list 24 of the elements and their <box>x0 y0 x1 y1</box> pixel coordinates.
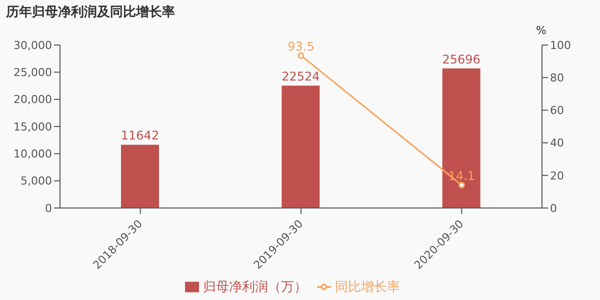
data-label: 25696 <box>442 52 480 66</box>
data-label: 22524 <box>282 70 320 84</box>
y2-tick-label: 40 <box>550 136 564 150</box>
y-tick-label: 30,000 <box>14 38 52 52</box>
data-label: 93.5 <box>288 40 314 54</box>
y-tick-label: 20,000 <box>14 93 52 106</box>
y2-tick-label: 80 <box>550 72 564 85</box>
y2-tick-label: 100 <box>550 38 571 52</box>
bar <box>442 68 480 208</box>
chart-title: 历年归母净利润及同比增长率 <box>6 4 175 21</box>
y2-tick-label: 0 <box>550 202 557 215</box>
data-label: 11642 <box>120 128 160 143</box>
y-tick-label: 0 <box>45 202 52 215</box>
y2-tick-label: 20 <box>550 169 564 182</box>
bar <box>282 86 320 208</box>
legend-label: 归母净利润（万） <box>203 280 307 295</box>
y2-tick-label: 60 <box>550 104 564 118</box>
legend-label: 同比增长率 <box>335 280 400 295</box>
y-tick-label: 10,000 <box>14 148 52 161</box>
y2-axis-title: % <box>536 24 546 37</box>
bar <box>121 144 159 208</box>
y-tick-label: 5,000 <box>20 174 52 188</box>
y-tick-label: 15,000 <box>14 120 52 134</box>
y-tick-label: 25,000 <box>14 66 52 80</box>
